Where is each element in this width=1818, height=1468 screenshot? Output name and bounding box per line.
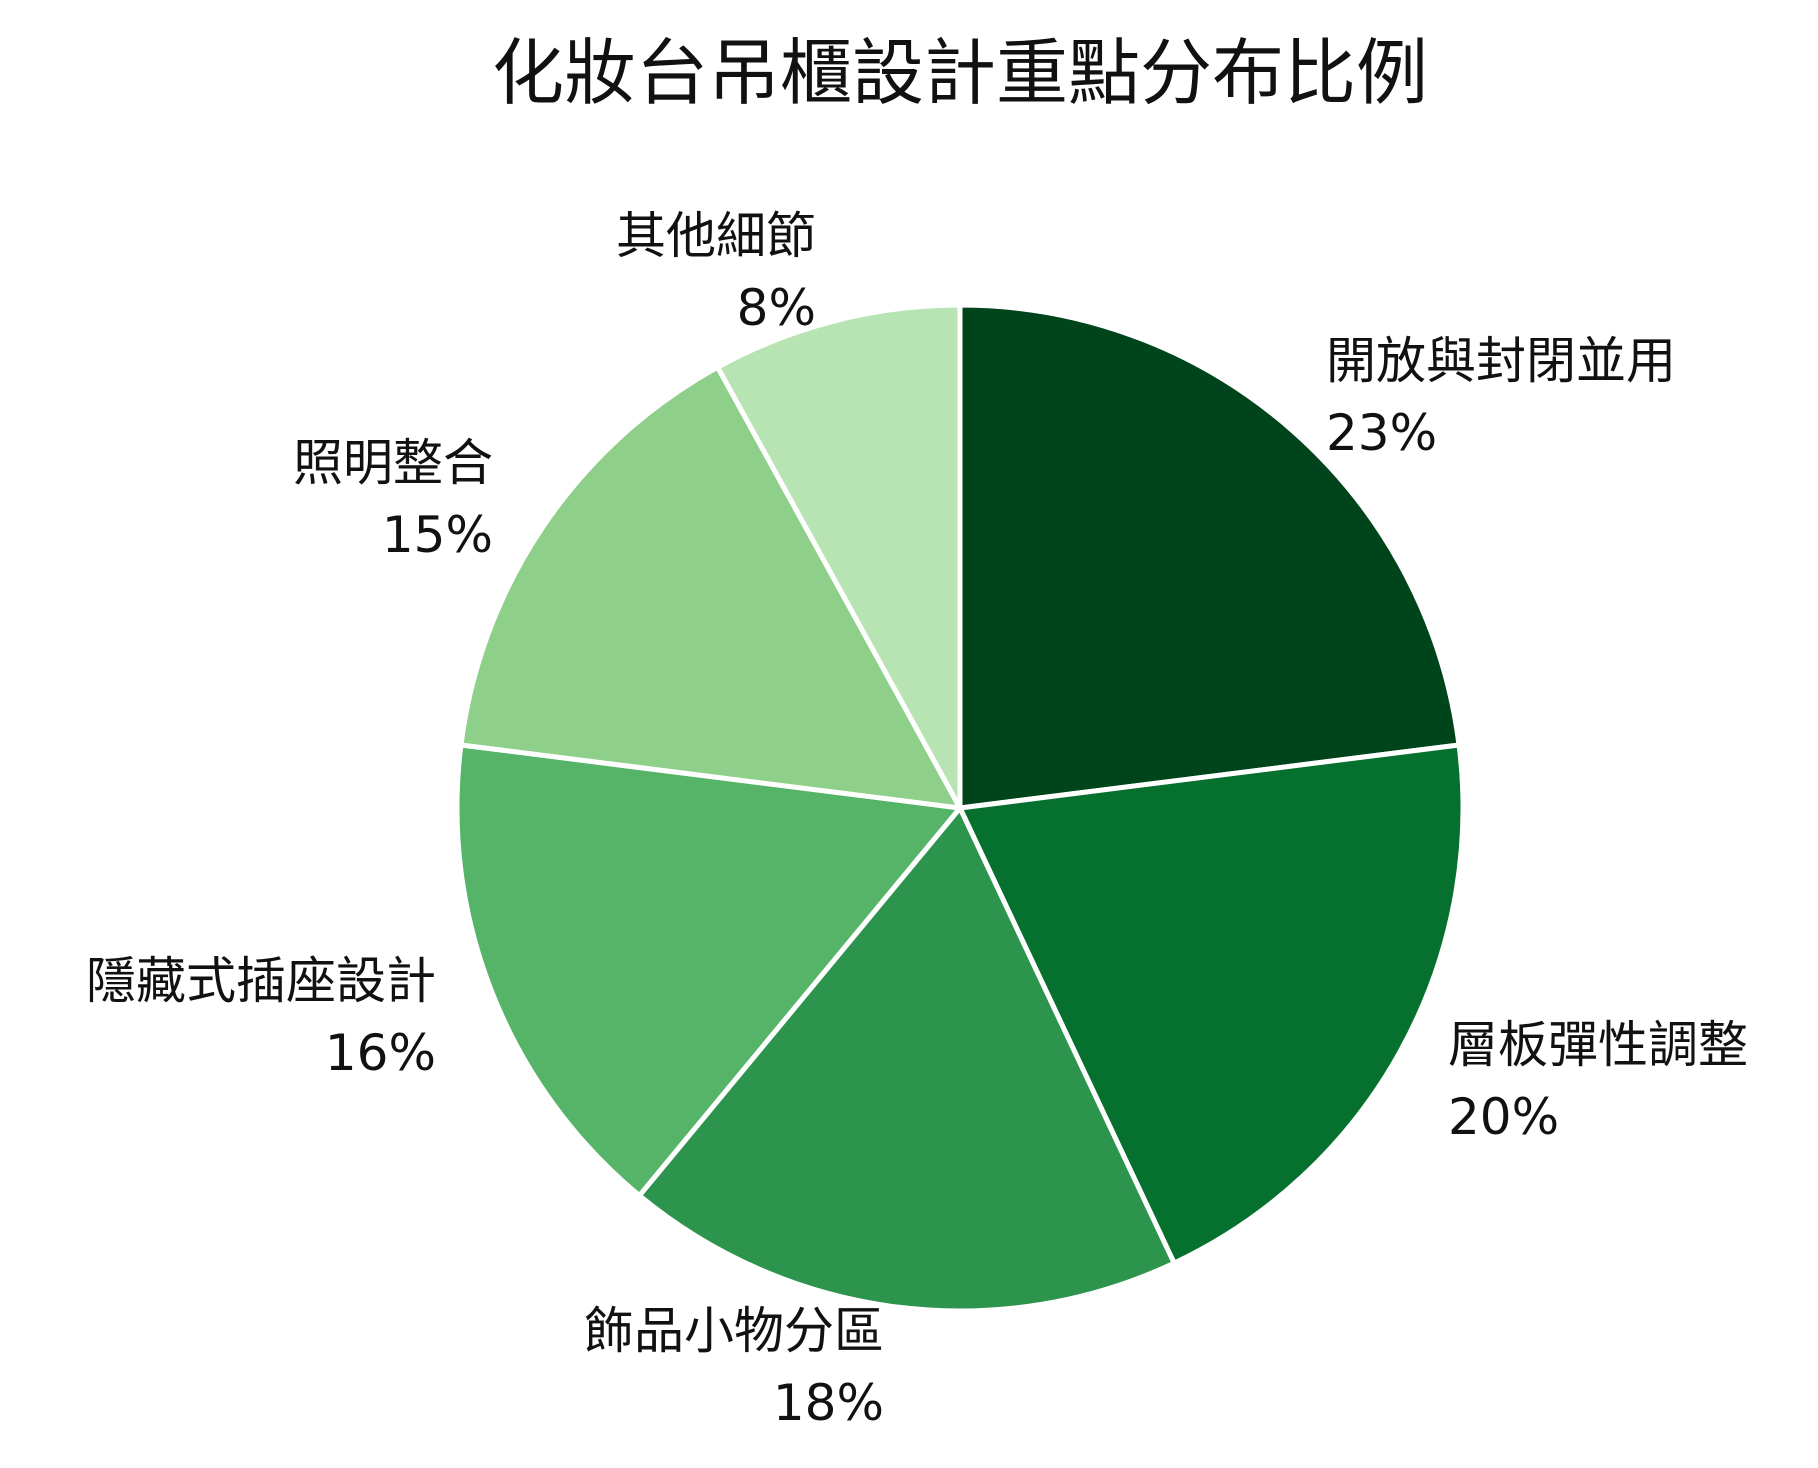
pie-slice: [957, 302, 1462, 811]
slice-percent-label: 18%: [773, 1374, 884, 1432]
pie-slice: [636, 805, 1177, 1314]
pie-slice: [957, 742, 1466, 1266]
pie-slice: [715, 302, 963, 811]
pie-slice: [454, 742, 963, 1199]
slice-percent-label: 15%: [382, 506, 493, 564]
slice-category-label: 照明整合: [293, 434, 493, 492]
slice-percent-label: 8%: [737, 279, 816, 337]
slice-category-label: 開放與封閉並用: [1326, 332, 1676, 390]
pie-labels: 開放與封閉並用 23% 層板彈性調整 20% 飾品小物分區 18% 隱藏式插座設計 16% 照明…: [86, 207, 1748, 1432]
chart-title: 化妝台吊櫃設計重點分布比例: [492, 31, 1428, 115]
pie-slices: [454, 302, 1466, 1314]
slice-percent-label: 16%: [325, 1024, 436, 1082]
slice-category-label: 飾品小物分區: [584, 1302, 884, 1360]
slice-category-label: 其他細節: [616, 207, 816, 265]
pie-slice: [458, 364, 963, 811]
slice-category-label: 層板彈性調整: [1448, 1016, 1748, 1074]
slice-category-label: 隱藏式插座設計: [86, 952, 436, 1010]
slice-percent-label: 23%: [1326, 404, 1437, 462]
slice-percent-label: 20%: [1448, 1088, 1559, 1146]
